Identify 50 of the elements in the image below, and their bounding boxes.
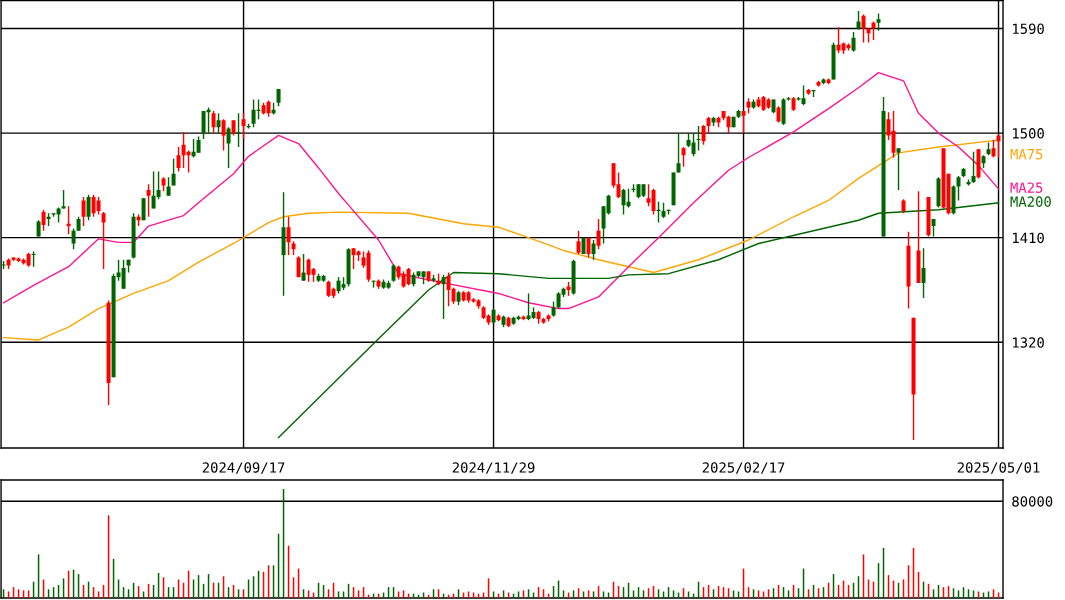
candlestick bbox=[241, 112, 246, 140]
candlestick bbox=[176, 146, 181, 173]
x-tick-label: 2025/02/17 bbox=[702, 462, 785, 474]
candlestick bbox=[216, 112, 221, 134]
y-tick-label: 80000 bbox=[1012, 496, 1053, 507]
candlestick bbox=[596, 218, 601, 250]
candlestick bbox=[681, 146, 686, 168]
series-label: MA25 bbox=[1010, 182, 1043, 193]
candlestick bbox=[101, 211, 106, 270]
candlestick bbox=[211, 110, 216, 134]
candlestick bbox=[956, 175, 961, 202]
candlestick bbox=[301, 253, 306, 282]
candlestick bbox=[576, 230, 581, 255]
series-label: MA200 bbox=[1010, 196, 1051, 207]
candlestick bbox=[891, 110, 896, 159]
candlestick bbox=[166, 176, 171, 197]
candlestick bbox=[146, 183, 151, 218]
candlestick bbox=[971, 150, 976, 184]
x-tick-label: 2024/11/29 bbox=[452, 462, 535, 474]
candlestick bbox=[441, 274, 446, 320]
candlestick bbox=[996, 133, 1001, 159]
candlestick bbox=[801, 84, 806, 106]
candlestick bbox=[226, 126, 231, 169]
candlestick bbox=[701, 124, 706, 146]
y-tick-label: 1320 bbox=[1013, 337, 1044, 348]
candlestick bbox=[61, 189, 66, 210]
series-label: MA75 bbox=[1010, 149, 1043, 160]
candlestick bbox=[851, 31, 856, 53]
x-tick-label: 2024/09/17 bbox=[202, 462, 285, 474]
candlestick bbox=[896, 147, 901, 191]
candlestick bbox=[741, 110, 746, 134]
x-tick-label: 2025/05/01 bbox=[957, 462, 1040, 474]
candlestick bbox=[921, 247, 926, 299]
candlestick bbox=[591, 239, 596, 261]
y-tick-label: 1410 bbox=[1013, 232, 1044, 244]
candlestick bbox=[676, 132, 681, 174]
y-tick-label: 1500 bbox=[1013, 128, 1044, 139]
candlestick bbox=[86, 193, 91, 221]
candlestick bbox=[171, 157, 176, 187]
candlestick bbox=[691, 132, 696, 158]
y-tick-label: 1590 bbox=[1013, 23, 1044, 34]
candlestick bbox=[71, 227, 76, 250]
candlestick bbox=[41, 209, 46, 232]
candlestick bbox=[861, 13, 866, 44]
candlestick bbox=[81, 196, 86, 227]
candlestick bbox=[651, 188, 656, 216]
line-series bbox=[2, 71, 1000, 310]
candlestick bbox=[121, 259, 126, 290]
candlestick bbox=[286, 216, 291, 256]
candlestick bbox=[221, 118, 226, 152]
